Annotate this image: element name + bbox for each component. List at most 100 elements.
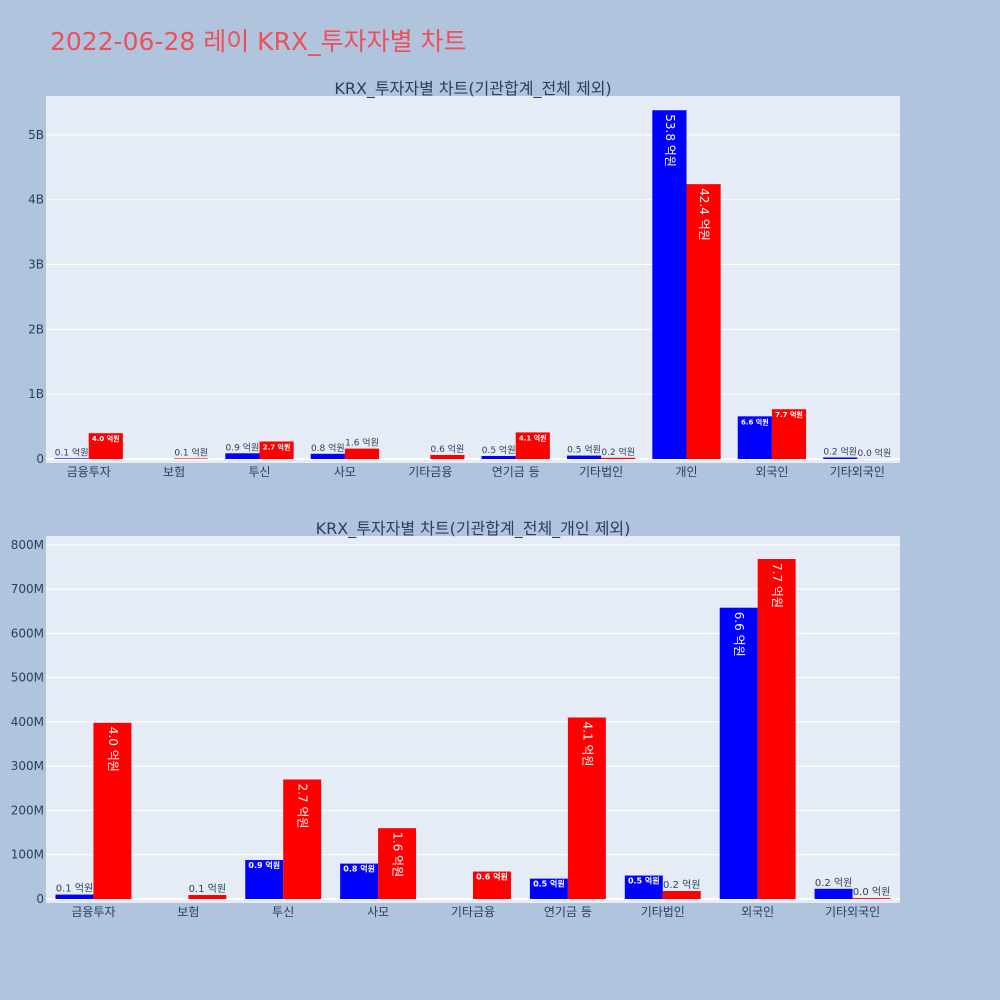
bar-blue: [529, 878, 568, 899]
y-tick-label: 100M: [11, 848, 44, 862]
bar-blue: [245, 860, 284, 899]
data-label: 0.5 억원: [533, 879, 565, 889]
y-tick-label: 4B: [28, 193, 44, 207]
x-tick-label: 투신: [272, 905, 294, 919]
data-label: 42.4 억원: [697, 188, 711, 241]
x-tick-label: 보험: [177, 905, 199, 919]
y-tick-label: 300M: [11, 759, 44, 773]
chart-bottom: KRX_투자자별 차트(기관합계_전체_개인 제외) 0 100M 200M 300M 4…: [11, 519, 900, 919]
bar-red: [852, 898, 891, 899]
bar-red: [93, 722, 132, 899]
data-label: 0.1 억원: [174, 446, 208, 458]
x-tick-label: 기타금융: [408, 465, 452, 479]
data-label: 0.8 억원: [343, 864, 375, 874]
bar-blue: [54, 458, 89, 459]
x-tick-label: 연기금 등: [492, 465, 540, 479]
chart-title: KRX_투자자별 차트(기관합계_전체 제외): [334, 79, 611, 99]
data-label: 2.7 억원: [296, 783, 310, 828]
bar-blue: [481, 456, 516, 459]
x-tick-label: 사모: [367, 905, 389, 919]
y-tick-label: 3B: [28, 258, 44, 272]
data-label: 0.2 억원: [815, 877, 852, 889]
data-label: 0.8 억원: [311, 442, 345, 454]
x-tick-label: 금융투자: [71, 905, 115, 919]
data-label: 6.6 억원: [741, 417, 769, 426]
bar-blue: [55, 894, 94, 899]
bar-red: [344, 448, 380, 459]
chart-title: KRX_투자자별 차트(기관합계_전체_개인 제외): [316, 519, 631, 539]
data-label: 0.0 억원: [858, 447, 892, 459]
y-tick-label: 800M: [11, 538, 44, 552]
data-label: 4.0 억원: [92, 434, 120, 443]
data-label: 0.9 억원: [226, 441, 260, 453]
data-label: 0.6 억원: [431, 443, 465, 455]
bar-red: [601, 457, 636, 459]
data-label: 0.0 억원: [853, 886, 890, 898]
x-tick-label: 기타금융: [451, 905, 495, 919]
data-label: 1.6 억원: [345, 437, 379, 449]
bar-red: [378, 828, 417, 899]
y-tick-label: 0: [36, 892, 44, 906]
y-tick-label: 0: [36, 452, 44, 466]
x-tick-label: 기타외국인: [830, 465, 885, 479]
data-label: 4.1 억원: [519, 433, 547, 442]
data-label: 7.7 억원: [770, 563, 784, 608]
bar-red: [430, 454, 465, 459]
x-tick-label: 사모: [334, 465, 356, 479]
bar-red: [473, 871, 511, 899]
x-tick-label: 보험: [163, 465, 185, 479]
bar-blue: [652, 110, 687, 459]
data-label: 0.2 억원: [663, 879, 700, 891]
data-label: 0.1 억원: [55, 446, 89, 458]
page-title: 2022-06-28 레이 KRX_투자자별 차트: [50, 27, 467, 56]
data-label: 4.1 억원: [580, 722, 594, 767]
y-tick-label: 1B: [28, 387, 44, 401]
x-tick-label: 연기금 등: [544, 905, 592, 919]
bar-blue: [624, 875, 663, 899]
data-label: 0.5 억원: [482, 444, 516, 456]
data-label: 0.9 억원: [248, 860, 280, 870]
bar-blue: [814, 888, 853, 899]
data-label: 0.1 억원: [189, 883, 226, 895]
bar-blue: [310, 453, 345, 459]
bar-blue: [340, 863, 379, 899]
bar-red: [771, 409, 807, 459]
bar-red: [757, 559, 796, 899]
data-label: 4.0 억원: [106, 727, 120, 772]
data-label: 7.7 억원: [775, 410, 803, 419]
data-label: 0.5 억원: [567, 444, 601, 456]
x-tick-label: 외국인: [755, 465, 788, 479]
bar-red: [174, 458, 209, 459]
y-tick-label: 200M: [11, 803, 44, 817]
x-tick-label: 기타법인: [579, 465, 623, 479]
bar-red: [662, 891, 701, 899]
bar-red: [188, 895, 227, 899]
chart-top: KRX_투자자별 차트(기관합계_전체 제외) 0 1B 2B 3B 4B 5B 금융투자 0.…: [28, 79, 900, 479]
data-label: 0.5 억원: [628, 876, 660, 886]
y-tick-label: 5B: [28, 128, 44, 142]
data-label: 53.8 억원: [663, 114, 677, 167]
bar-red: [88, 433, 123, 459]
x-tick-label: 기타법인: [641, 905, 685, 919]
bar-blue: [566, 455, 602, 459]
data-label: 0.1 억원: [56, 883, 93, 895]
bar-blue: [719, 607, 758, 899]
y-tick-label: 400M: [11, 715, 44, 729]
plot-area: [46, 96, 900, 463]
x-tick-label: 외국인: [741, 905, 774, 919]
bar-blue: [737, 416, 772, 459]
data-label: 0.2 억원: [601, 446, 635, 458]
y-tick-label: 600M: [11, 626, 44, 640]
bar-red: [259, 441, 294, 459]
bar-blue: [225, 453, 260, 459]
y-tick-label: 500M: [11, 671, 44, 685]
bar-red: [283, 779, 322, 899]
data-label: 1.6 억원: [391, 832, 405, 877]
data-label: 6.6 억원: [732, 612, 746, 657]
bar-red: [515, 432, 550, 459]
x-tick-label: 기타외국인: [825, 905, 880, 919]
x-tick-label: 금융투자: [67, 465, 111, 479]
x-tick-label: 투신: [248, 465, 270, 479]
data-label: 2.7 억원: [263, 442, 291, 451]
bar-red: [686, 184, 721, 459]
